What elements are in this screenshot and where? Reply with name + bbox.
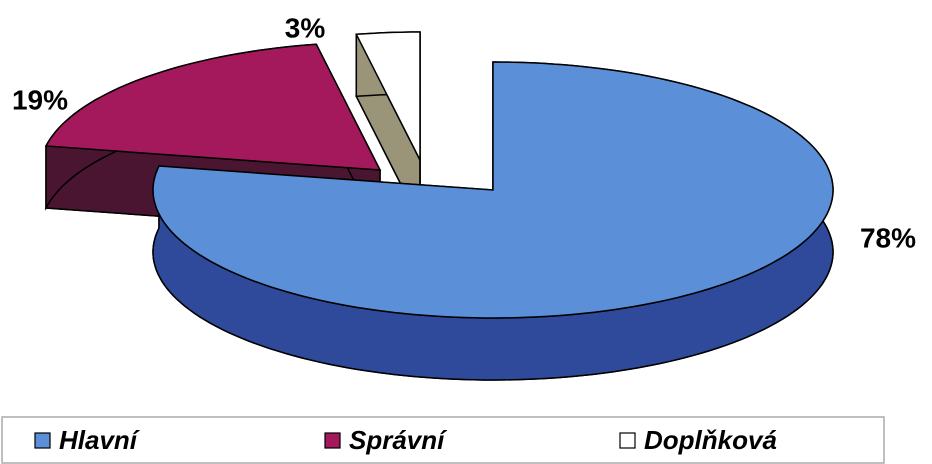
legend-label: Hlavní — [59, 425, 140, 455]
legend-box — [1, 416, 885, 464]
legend-swatch — [324, 432, 341, 449]
legend-label: Doplňková — [644, 425, 777, 455]
legend-swatch — [34, 432, 51, 449]
legend-swatch — [619, 432, 636, 449]
legend-label: Správní — [349, 425, 447, 455]
slice-top — [152, 61, 834, 319]
data-label: 19% — [12, 84, 68, 115]
slice-top — [44, 43, 382, 171]
data-label: 3% — [285, 12, 326, 43]
slice — [152, 61, 834, 381]
slice-top — [355, 31, 421, 161]
data-label: 78% — [860, 222, 916, 253]
